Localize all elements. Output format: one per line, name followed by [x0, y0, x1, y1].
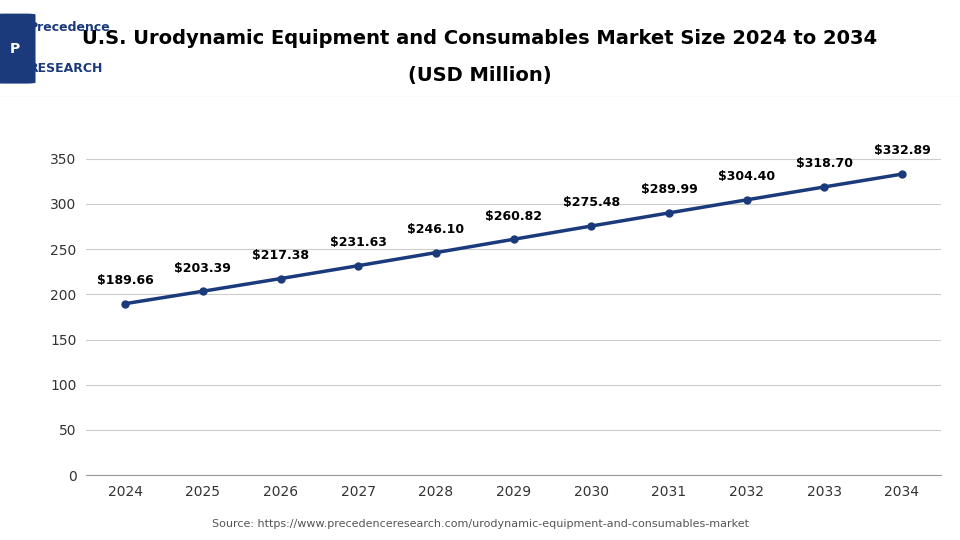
Text: Source: https://www.precedenceresearch.com/urodynamic-equipment-and-consumables-: Source: https://www.precedenceresearch.c…: [211, 519, 749, 529]
Text: (USD Million): (USD Million): [408, 66, 552, 85]
Text: $203.39: $203.39: [175, 261, 231, 274]
Text: $289.99: $289.99: [640, 183, 697, 196]
Text: Precedence: Precedence: [29, 21, 110, 33]
Text: $231.63: $231.63: [330, 236, 387, 249]
Text: U.S. Urodynamic Equipment and Consumables Market Size 2024 to 2034: U.S. Urodynamic Equipment and Consumable…: [83, 29, 877, 49]
Text: $332.89: $332.89: [874, 144, 930, 158]
Text: $318.70: $318.70: [796, 157, 852, 170]
Text: $275.48: $275.48: [563, 197, 620, 210]
Text: $260.82: $260.82: [485, 210, 542, 222]
Text: $217.38: $217.38: [252, 249, 309, 262]
Text: $304.40: $304.40: [718, 170, 775, 183]
FancyBboxPatch shape: [0, 14, 36, 84]
Text: P: P: [11, 42, 20, 56]
Text: RESEARCH: RESEARCH: [29, 62, 103, 75]
Text: $246.10: $246.10: [407, 223, 465, 236]
Text: $189.66: $189.66: [97, 274, 154, 287]
